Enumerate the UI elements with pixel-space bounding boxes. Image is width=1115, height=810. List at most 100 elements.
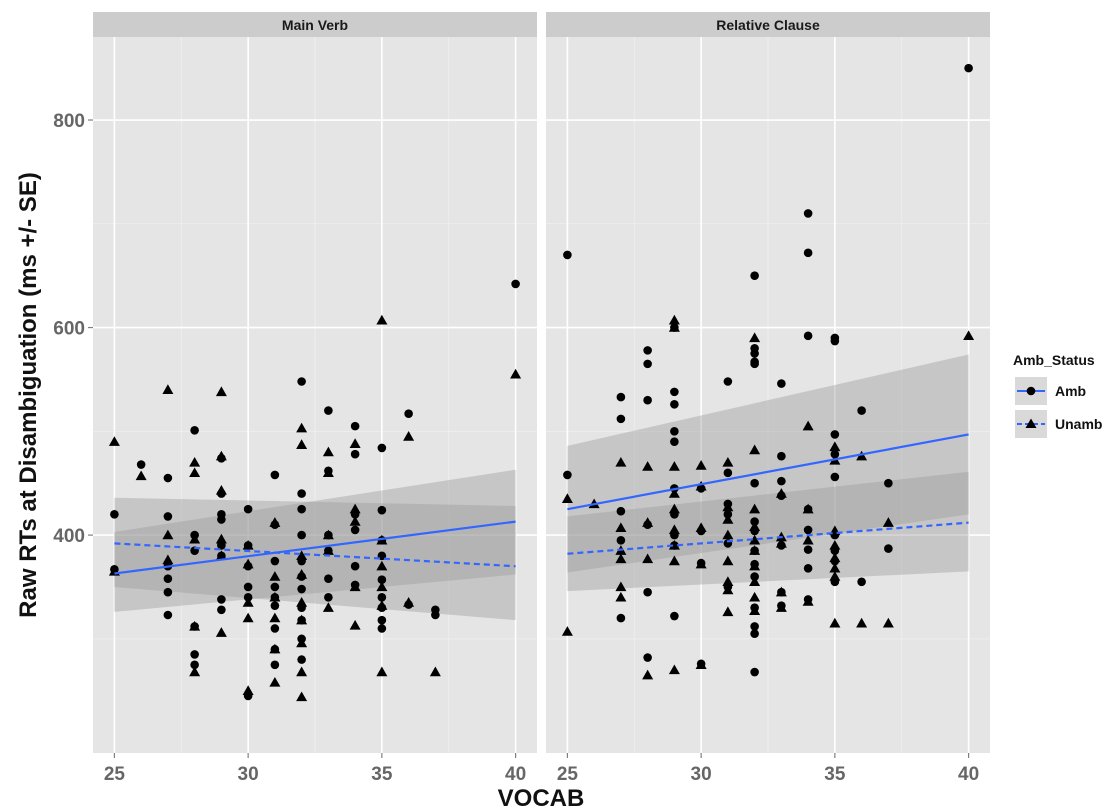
data-point-amb [616,506,626,516]
data-point-amb [830,336,840,346]
data-point-amb [750,629,759,638]
data-point-unamb [242,685,254,695]
x-tick-label: 25 [104,764,126,785]
data-point-unamb [668,322,680,332]
data-point-amb [136,460,146,469]
x-tick-label: 40 [958,764,979,785]
data-point-unamb [802,534,814,545]
fit-line-unamb [567,521,969,555]
gridlines-relative-clause [546,37,990,753]
data-point-amb [163,512,173,521]
data-point-unamb [668,539,680,550]
legend-label-amb: Amb [1055,383,1086,399]
data-point-unamb [775,602,787,612]
data-point-unamb [749,560,761,571]
data-point-unamb [615,456,627,467]
data-point-unamb [242,612,254,623]
data-point-amb [670,427,679,436]
panel-main-verb: Main Verb 25 30 35 40 [93,12,537,785]
data-point-amb [670,611,679,621]
y-tick-label: 600 [53,319,85,340]
data-point-unamb [189,456,201,467]
data-point-unamb [963,330,975,341]
data-point-unamb [829,562,841,573]
data-point-unamb [296,637,308,648]
data-point-unamb [162,529,174,540]
data-point-unamb [269,571,281,581]
data-point-amb [297,655,306,664]
data-point-amb [857,406,866,415]
data-point-unamb [722,514,734,524]
data-point-unamb [215,627,227,637]
data-point-unamb [695,480,707,491]
data-point-unamb [722,555,734,566]
data-point-amb [803,331,813,341]
data-point-unamb [376,581,388,592]
data-point-unamb [162,384,174,395]
data-point-unamb [376,666,388,677]
data-point-unamb [242,539,254,550]
data-point-amb [190,425,199,435]
data-point-amb [884,478,893,488]
data-point-unamb [695,522,707,533]
data-point-amb [964,63,973,73]
data-point-unamb [510,368,522,379]
data-point-amb [350,449,360,459]
data-point-amb [750,349,759,358]
data-point-amb [643,587,652,597]
data-point-unamb [775,537,787,548]
data-point-amb [324,593,333,602]
data-point-amb [563,250,572,260]
data-point-unamb [215,386,227,397]
data-point-unamb [829,552,841,563]
confidence-band-amb [114,469,516,612]
data-point-unamb [749,534,761,545]
panel-relative-clause: Relative Clause 25 30 35 40 [546,12,990,785]
data-point-amb [511,279,520,289]
data-point-unamb [296,666,308,677]
data-point-amb [243,504,253,514]
x-tick-label: 25 [557,764,579,785]
data-point-unamb [376,560,388,571]
data-point-amb [723,377,733,386]
data-point-unamb [775,586,787,597]
ribbons-main-verb [114,469,516,621]
data-point-unamb [189,666,201,677]
data-point-amb [270,556,280,566]
legend-title: Amb_Status [1013,352,1095,368]
data-point-amb [217,595,226,604]
data-point-unamb [829,441,841,452]
data-point-unamb [749,521,761,531]
data-point-unamb [242,558,254,569]
data-point-amb [243,582,253,592]
data-point-amb [350,525,360,535]
facet-strip-main-verb [93,12,537,37]
data-point-unamb [215,484,227,495]
data-point-amb [884,544,893,553]
data-point-amb [163,574,173,583]
data-point-unamb [349,581,361,592]
data-point-unamb [615,553,627,564]
data-point-unamb [668,503,680,514]
data-point-unamb [829,571,841,581]
data-point-amb [643,359,652,369]
data-point-unamb [856,617,868,628]
data-point-unamb [695,460,707,470]
data-point-unamb [642,553,654,564]
data-point-amb [377,615,387,625]
data-point-amb [643,653,652,662]
data-point-unamb [269,517,281,527]
gridlines-main-verb [93,37,537,753]
fit-line-amb [114,520,516,575]
data-point-amb [350,561,360,571]
data-point-amb [163,473,173,483]
data-point-unamb [802,420,814,431]
data-point-unamb [882,617,894,628]
legend-marker-triangle [1025,418,1037,428]
data-point-amb [190,650,199,659]
data-point-unamb [856,450,868,461]
data-point-amb [616,392,626,402]
data-point-amb [377,575,387,585]
data-point-unamb [296,597,308,607]
data-point-unamb [561,493,573,503]
